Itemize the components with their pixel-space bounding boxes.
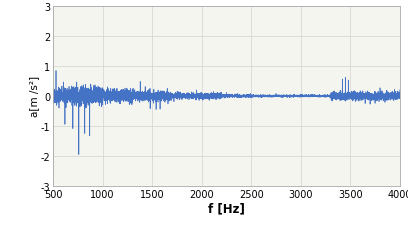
Y-axis label: a[m /s²]: a[m /s²] (29, 76, 39, 117)
X-axis label: f [Hz]: f [Hz] (208, 202, 245, 215)
